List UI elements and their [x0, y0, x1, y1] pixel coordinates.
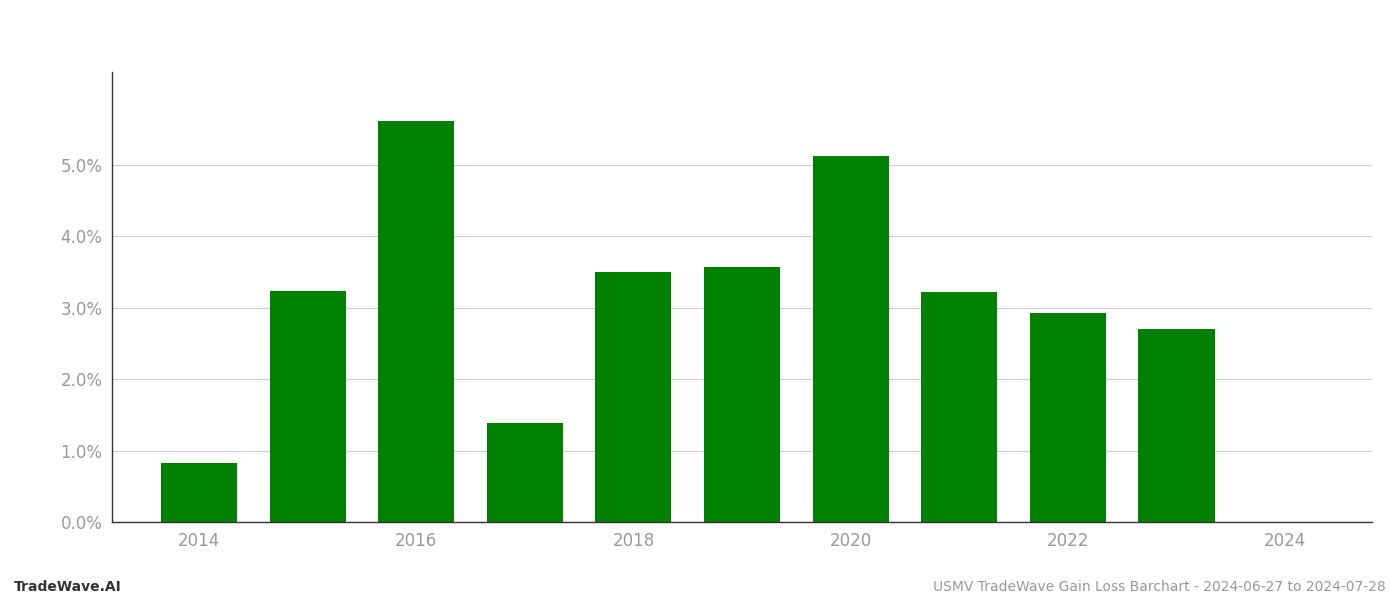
- Bar: [378, 121, 454, 522]
- Bar: [704, 267, 780, 522]
- Bar: [487, 424, 563, 522]
- Bar: [812, 155, 889, 522]
- Bar: [921, 292, 997, 522]
- Bar: [1138, 329, 1215, 522]
- Bar: [161, 463, 237, 522]
- Text: USMV TradeWave Gain Loss Barchart - 2024-06-27 to 2024-07-28: USMV TradeWave Gain Loss Barchart - 2024…: [934, 580, 1386, 594]
- Bar: [1030, 313, 1106, 522]
- Text: TradeWave.AI: TradeWave.AI: [14, 580, 122, 594]
- Bar: [595, 272, 672, 522]
- Bar: [270, 290, 346, 522]
